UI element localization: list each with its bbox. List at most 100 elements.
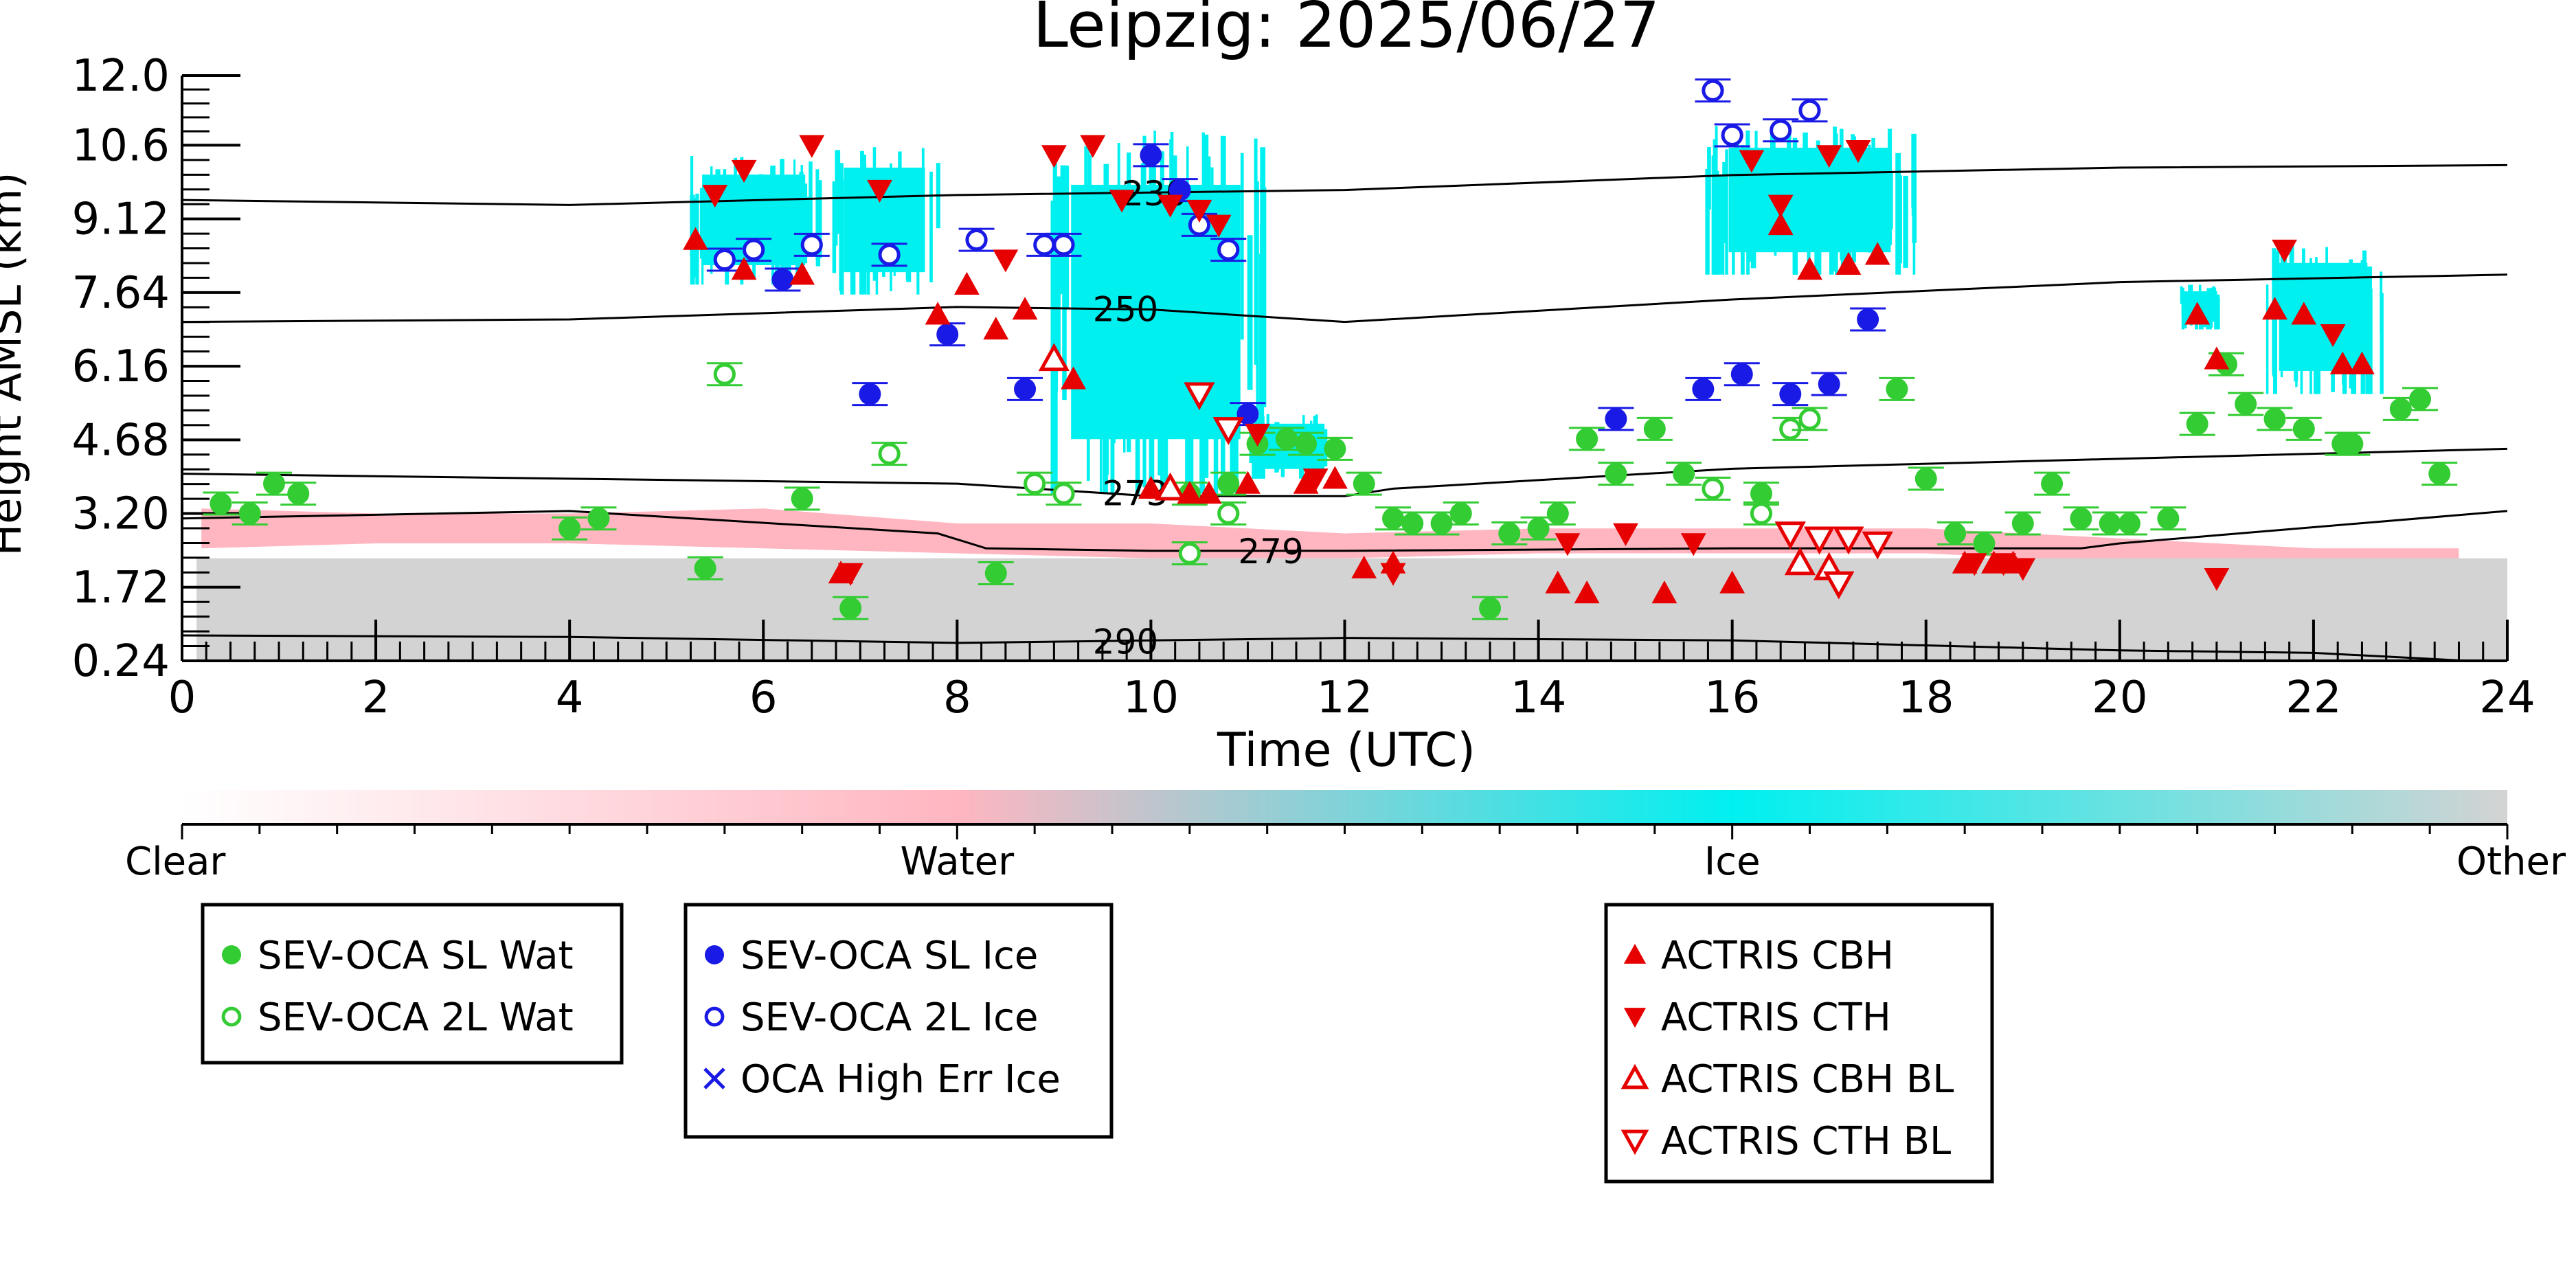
marker (2070, 507, 2092, 530)
marker (2263, 407, 2286, 430)
marker (2011, 512, 2034, 535)
marker (1033, 234, 1056, 256)
ice-streak (1711, 155, 1716, 275)
ice-streak (2325, 247, 2329, 302)
colorbar-label: Ice (1704, 839, 1761, 884)
ice-streak (1144, 192, 1149, 432)
marker (867, 179, 892, 203)
marker (859, 383, 881, 405)
x-tick-label: 16 (1704, 673, 1760, 723)
ice-streak (2273, 251, 2278, 394)
marker (743, 238, 765, 261)
ice-streak (1862, 144, 1866, 247)
marker (2184, 302, 2211, 325)
ice-streak (1122, 188, 1126, 453)
legend-item: ACTRIS CBH (1623, 934, 1894, 978)
marker (1721, 124, 1743, 147)
legend-item: OCA High Err Ice (703, 1057, 1061, 1102)
ice-streak (1298, 434, 1304, 479)
isotherm-line (182, 447, 2507, 497)
legend-item: SEV-OCA SL Ice (705, 934, 1038, 978)
marker (2341, 433, 2364, 455)
ice-streak (1199, 234, 1205, 494)
marker (587, 507, 610, 530)
ice-streak (1835, 133, 1838, 275)
marker (2320, 324, 2346, 348)
ice-streak (1088, 155, 1092, 282)
marker (2389, 398, 2412, 420)
ice-region (2266, 240, 2384, 394)
ice-streak (1160, 199, 1165, 396)
marker (1217, 473, 1240, 495)
isotherm-label: 250 (1093, 289, 1158, 329)
marker (1673, 462, 1695, 485)
ice-streak (1054, 199, 1059, 392)
ice-streak (2300, 271, 2303, 394)
isotherm-label: 279 (1238, 532, 1303, 572)
ice-streak (793, 159, 796, 242)
legend-label: SEV-OCA 2L Wat (258, 995, 574, 1040)
y-tick-label: 4.68 (72, 415, 170, 466)
x-tick-label: 18 (1898, 673, 1954, 723)
marker (731, 159, 757, 183)
ice-streak (786, 194, 791, 282)
ice-streak (1732, 162, 1735, 275)
marker (1605, 462, 1627, 485)
marker (2204, 568, 2230, 591)
marker (1235, 471, 1261, 494)
ice-streak (1136, 234, 1140, 375)
ice-streak (839, 163, 844, 291)
marker (1295, 433, 1318, 455)
y-tick-label: 9.12 (72, 194, 170, 245)
x-tick-label: 0 (168, 673, 196, 723)
y-axis-label: Height AMSL (km) (0, 172, 31, 556)
ice-streak (2380, 293, 2384, 394)
marker (1833, 526, 1864, 555)
marker (704, 1006, 725, 1027)
marker (925, 302, 951, 325)
ice-streak (1202, 150, 1207, 348)
ice-streak (734, 157, 738, 240)
markers-layer (203, 78, 2458, 620)
marker (791, 487, 813, 510)
marker (1154, 472, 1186, 501)
x-tick-label: 22 (2285, 673, 2341, 723)
ice-streak (1056, 176, 1061, 366)
legend: SEV-OCA SL Wat SEV-OCA 2L Wat SEV-OCA SL I… (201, 903, 1994, 1184)
ice-streak (752, 194, 756, 280)
ice-streak (921, 148, 925, 235)
marker (705, 945, 724, 964)
marker (1620, 1129, 1649, 1155)
ice-streak (710, 190, 716, 246)
marker (1527, 517, 1550, 540)
x-tick-label: 14 (1511, 673, 1566, 723)
ice-streak (2214, 291, 2217, 330)
ice-streak (1734, 139, 1739, 238)
legend-frame (683, 903, 1114, 1139)
x-tick-label: 4 (556, 673, 584, 723)
marker (878, 243, 901, 266)
ice-streak (2368, 289, 2373, 394)
marker (993, 249, 1019, 273)
ice-streak (1153, 131, 1156, 356)
marker (1845, 139, 1871, 163)
ice-streak (1787, 132, 1792, 226)
marker (2118, 512, 2140, 535)
marker (1961, 553, 1987, 576)
series-group (1184, 382, 1893, 600)
marker (1178, 542, 1201, 565)
ice-streak (1118, 224, 1124, 381)
ice-streak (1084, 146, 1087, 421)
ice-streak (1803, 132, 1808, 242)
ice-streak (2215, 297, 2220, 330)
marker (1293, 471, 1319, 494)
series-group (702, 135, 2346, 591)
ice-streak (1230, 208, 1236, 490)
x-tick-label: 24 (2479, 673, 2535, 723)
marker (1041, 145, 1067, 168)
ice-streak (1808, 148, 1814, 223)
legend-label: OCA High Err Ice (741, 1057, 1061, 1102)
ice-streak (2345, 289, 2349, 358)
marker (2272, 239, 2298, 262)
marker (2186, 413, 2208, 436)
